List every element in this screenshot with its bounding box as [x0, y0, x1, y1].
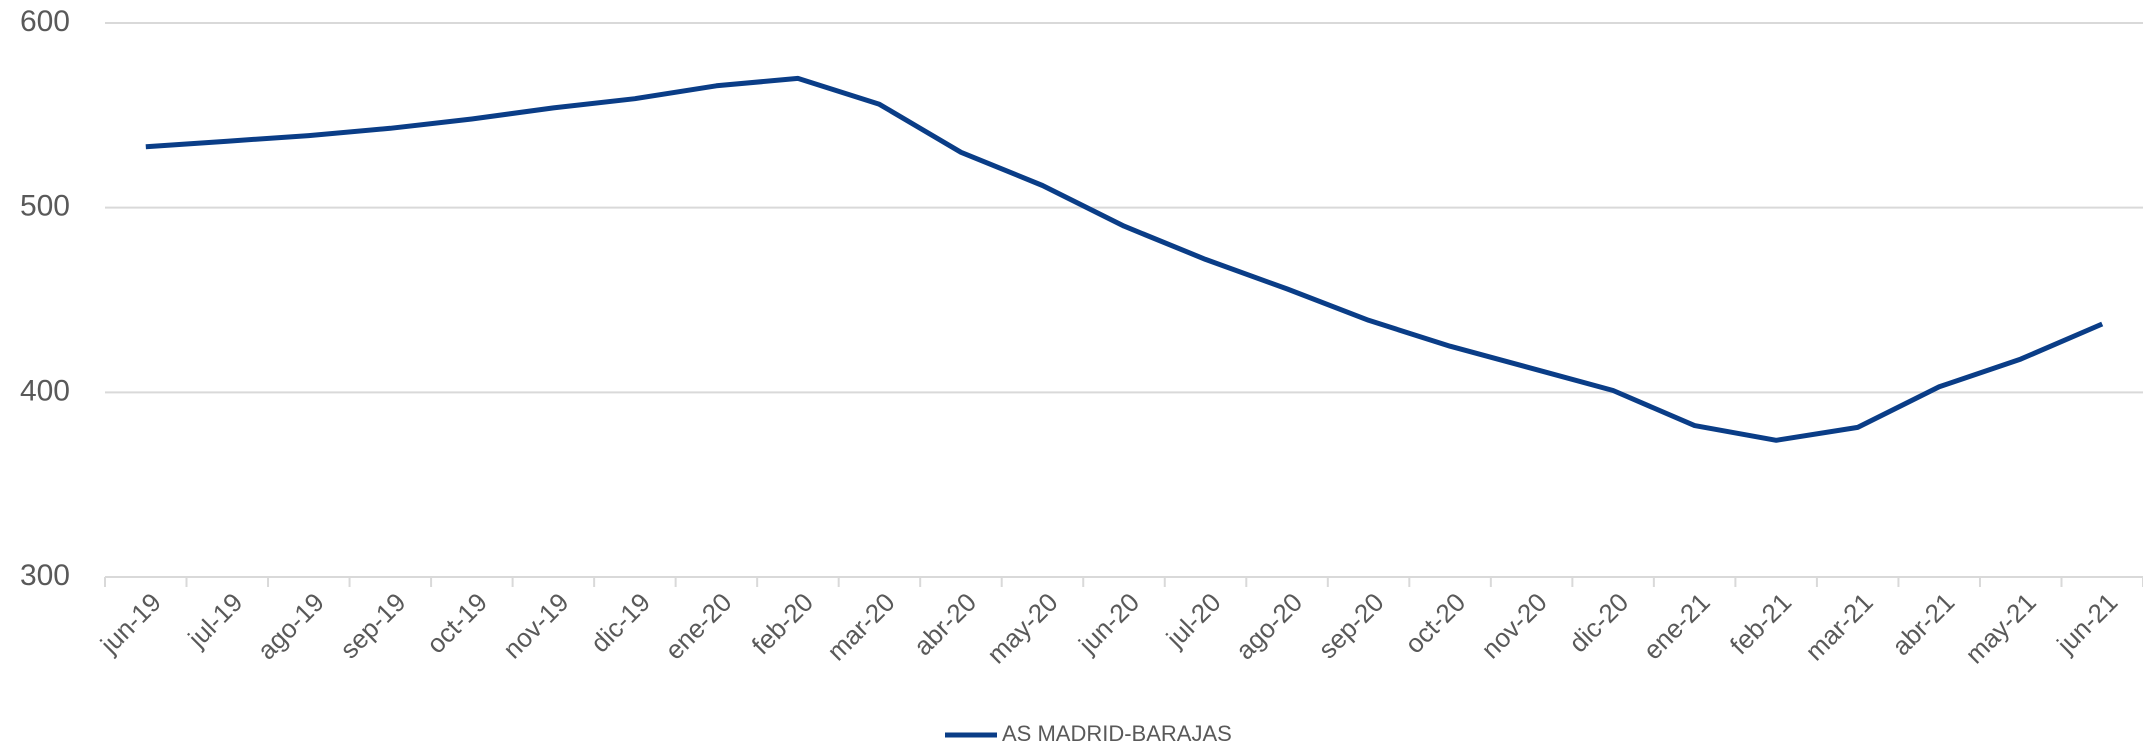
x-tick-label: oct-19 [421, 587, 493, 659]
x-tick-label: dic-19 [585, 587, 656, 658]
x-tick-label: mar-21 [1799, 587, 1878, 666]
x-tick-label: feb-20 [746, 587, 819, 660]
x-tick-label: may-20 [981, 587, 1064, 670]
line-series [145, 75, 2104, 443]
y-tick-label: 500 [20, 190, 70, 223]
x-tick-label: jul-19 [181, 587, 248, 654]
x-tick-label: dic-20 [1563, 587, 1634, 658]
x-tick-label: abr-21 [1886, 587, 1960, 661]
x-tick-label: jul-20 [1160, 587, 1227, 654]
x-tick-label: jun-20 [1072, 587, 1145, 660]
x-tick-label: ago-20 [1230, 587, 1308, 665]
x-tick-label: nov-20 [1475, 587, 1552, 664]
x-tick-label: jun-21 [2050, 587, 2123, 660]
x-tick-label: mar-20 [821, 587, 900, 666]
x-tick-label: ene-21 [1637, 587, 1715, 665]
x-tick-label: feb-21 [1724, 587, 1797, 660]
x-tick-label: abr-20 [908, 587, 982, 661]
x-tick-label: may-21 [1959, 587, 2042, 670]
x-tick-label: ago-19 [251, 587, 329, 665]
x-tick-label: sep-20 [1312, 587, 1389, 664]
x-tick-label: oct-20 [1399, 587, 1471, 659]
legend-label: AS MADRID-BARAJAS [1002, 721, 1232, 746]
x-tick-label: nov-19 [497, 587, 574, 664]
y-tick-label: 300 [20, 559, 70, 592]
y-tick-label: 400 [20, 374, 70, 407]
x-tick-label: ene-20 [659, 587, 737, 665]
y-tick-label: 600 [20, 5, 70, 38]
x-tick-label: sep-19 [334, 587, 411, 664]
x-tick-label: jun-19 [94, 587, 167, 660]
